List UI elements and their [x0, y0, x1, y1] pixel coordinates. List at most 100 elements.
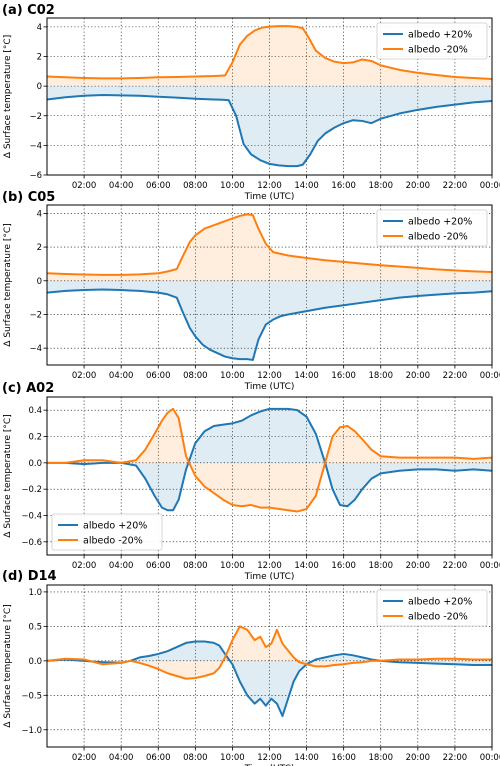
y-tick-label: 4	[37, 209, 42, 219]
y-tick-label: 0.5	[28, 622, 42, 632]
x-tick-label: 10:00	[220, 181, 245, 191]
y-tick-label: −1.0	[21, 726, 42, 736]
x-tick-label: 06:00	[146, 181, 171, 191]
y-tick-label: 4	[37, 23, 42, 33]
legend-label: albedo -20%	[408, 232, 468, 243]
x-tick-label: 00:00	[480, 753, 500, 763]
x-tick-label: 22:00	[443, 181, 468, 191]
x-tick-label: 14:00	[294, 753, 319, 763]
x-tick-label: 16:00	[331, 753, 356, 763]
x-tick-label: 06:00	[146, 371, 171, 381]
y-tick-label: 0.0	[28, 459, 42, 469]
x-axis-label: Time (UTC)	[244, 572, 295, 582]
y-axis-label: Δ Surface temperature [°C]	[3, 223, 13, 346]
legend-label: albedo -20%	[408, 612, 468, 623]
y-tick-label: 0.0	[28, 657, 42, 667]
legend-box	[51, 513, 163, 551]
x-tick-label: 14:00	[294, 181, 319, 191]
x-tick-label: 22:00	[443, 371, 468, 381]
x-tick-label: 02:00	[72, 181, 97, 191]
x-tick-label: 04:00	[109, 753, 134, 763]
x-tick-label: 20:00	[406, 181, 431, 191]
y-tick-label: −0.5	[21, 691, 42, 701]
y-axis-label: Δ Surface temperature [°C]	[3, 414, 13, 537]
legend: albedo +20% albedo -20%	[376, 589, 488, 627]
x-tick-label: 20:00	[406, 753, 431, 763]
x-tick-label: 20:00	[406, 561, 431, 571]
series-line	[46, 25, 493, 81]
series-line	[47, 407, 493, 513]
x-tick-label: 12:00	[257, 561, 282, 571]
legend: albedo +20% albedo -20%	[51, 513, 163, 551]
x-tick-label: 14:00	[294, 561, 319, 571]
legend: albedo +20% albedo -20%	[376, 22, 488, 60]
legend-box	[376, 22, 488, 60]
x-tick-label: 16:00	[331, 561, 356, 571]
x-tick-label: 04:00	[109, 181, 134, 191]
series-fill	[47, 641, 492, 716]
y-tick-label: −0.4	[21, 512, 42, 522]
legend-box	[376, 589, 488, 627]
x-tick-label: 02:00	[72, 561, 97, 571]
series-fill	[47, 408, 492, 511]
legend-label: albedo +20%	[408, 217, 472, 228]
x-axis-label: Time (UTC)	[244, 764, 295, 766]
y-tick-label: −0.6	[21, 538, 42, 548]
legend: albedo +20% albedo -20%	[376, 209, 488, 247]
legend-label: albedo +20%	[83, 521, 147, 532]
x-tick-label: 18:00	[369, 753, 394, 763]
legend-label: albedo -20%	[408, 45, 468, 56]
y-tick-label: −6	[29, 171, 42, 181]
y-tick-label: 0	[37, 277, 42, 287]
x-tick-label: 10:00	[220, 371, 245, 381]
series-line	[46, 640, 492, 717]
x-tick-label: 00:00	[480, 371, 500, 381]
x-tick-label: 08:00	[183, 181, 208, 191]
y-tick-label: 1.0	[28, 588, 42, 598]
series-line	[47, 407, 493, 512]
series-fill	[47, 214, 492, 281]
x-tick-label: 10:00	[220, 753, 245, 763]
x-tick-label: 06:00	[146, 561, 171, 571]
y-tick-label: 0.2	[28, 433, 42, 443]
series-line	[46, 625, 492, 680]
x-tick-label: 18:00	[369, 181, 394, 191]
x-tick-label: 22:00	[443, 753, 468, 763]
y-tick-label: 0	[37, 82, 42, 92]
x-tick-label: 04:00	[109, 561, 134, 571]
chart-panel: (b) C05 02:00 04:00 06:00 08:00 10:00 12:00 14:…	[2, 190, 500, 392]
x-tick-label: 02:00	[72, 371, 97, 381]
panel-title: (d) D14	[2, 569, 57, 584]
panel-title: (a) C02	[2, 3, 55, 18]
y-tick-label: −4	[29, 141, 42, 151]
x-tick-label: 12:00	[257, 181, 282, 191]
chart-panel: (c) A02 02:00 04:00 06:00 08:00 10:00 12:00 14:…	[2, 381, 500, 582]
x-tick-label: 14:00	[294, 371, 319, 381]
series-line	[46, 94, 493, 168]
y-axis-label: Δ Surface temperature [°C]	[3, 35, 13, 158]
x-axis-label: Time (UTC)	[244, 382, 295, 392]
y-tick-label: −2	[29, 310, 42, 320]
x-tick-label: 12:00	[257, 371, 282, 381]
x-tick-label: 06:00	[146, 753, 171, 763]
x-tick-label: 08:00	[183, 753, 208, 763]
y-axis-label: Δ Surface temperature [°C]	[3, 604, 13, 727]
y-tick-label: −2	[29, 112, 42, 122]
chart-panel: (d) D14 02:00 04:00 06:00 08:00 10:00 12:00 14:…	[2, 569, 500, 766]
x-tick-label: 00:00	[480, 561, 500, 571]
x-tick-label: 16:00	[331, 181, 356, 191]
x-tick-label: 20:00	[406, 371, 431, 381]
legend-box	[376, 209, 488, 247]
x-tick-label: 18:00	[369, 561, 394, 571]
panel-title: (b) C05	[2, 190, 55, 205]
x-axis-label: Time (UTC)	[244, 192, 295, 202]
x-tick-label: 16:00	[331, 371, 356, 381]
x-tick-label: 00:00	[480, 181, 500, 191]
x-tick-label: 10:00	[220, 561, 245, 571]
chart-panel: (a) C02 02:00 04:00 06:00 08:00 10:00 12:00 14:…	[2, 3, 500, 202]
x-tick-label: 22:00	[443, 561, 468, 571]
legend-label: albedo +20%	[408, 597, 472, 608]
y-tick-label: −0.2	[21, 485, 42, 495]
x-tick-label: 02:00	[72, 753, 97, 763]
